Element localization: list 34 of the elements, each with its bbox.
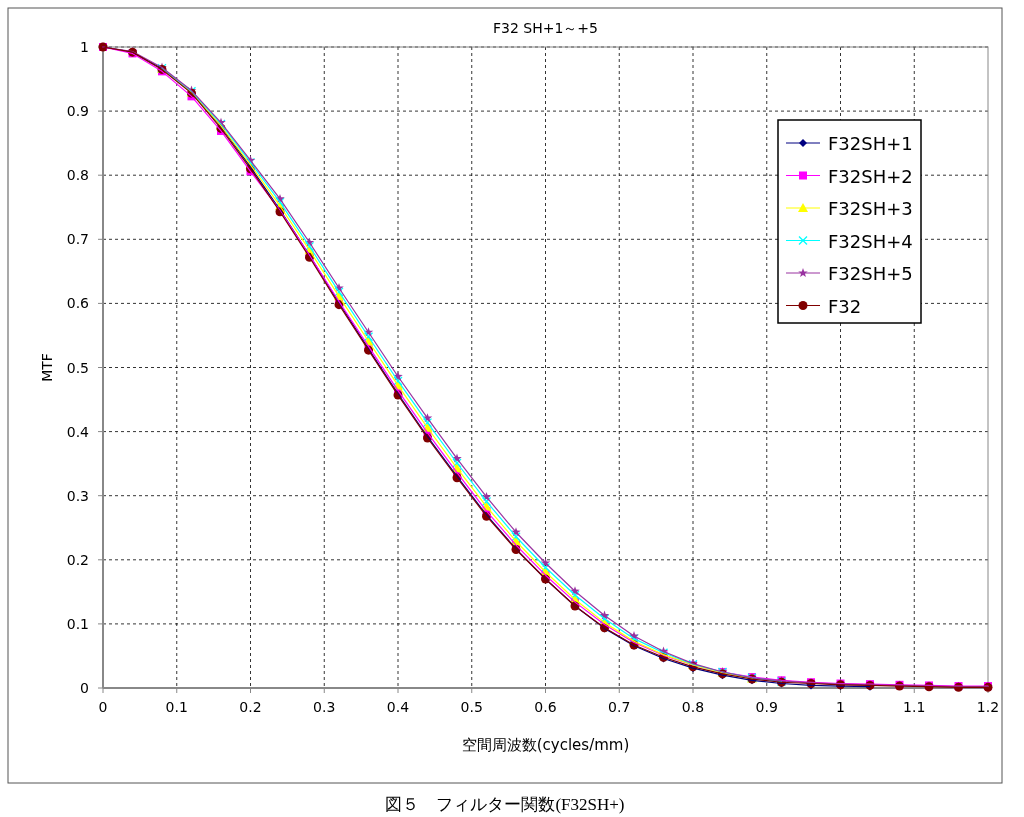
y-tick-label: 0.9 <box>66 103 89 120</box>
x-tick-label: 0.9 <box>755 699 778 715</box>
y-tick-label: 0.5 <box>66 359 89 376</box>
x-tick-label: 0.8 <box>681 699 705 715</box>
y-tick-label: 0.4 <box>66 423 90 440</box>
x-tick-label: 0.6 <box>534 699 557 715</box>
y-tick-label: 0.8 <box>66 167 89 184</box>
x-tick-label: 0.3 <box>313 699 336 715</box>
x-tick-label: 0.5 <box>460 699 483 715</box>
legend-label: F32SH+1 <box>828 133 913 154</box>
legend-label: F32SH+2 <box>828 165 913 187</box>
x-tick-label: 0 <box>98 699 108 715</box>
y-tick-label: 0.2 <box>66 551 89 568</box>
x-tick-label: 1.1 <box>903 699 926 715</box>
x-tick-label: 0.1 <box>165 699 188 715</box>
y-tick-label: 0.3 <box>66 487 89 504</box>
caption: 図５ フィルター関数(F32SH+) <box>385 795 625 814</box>
x-axis-title: 空間周波数(cycles/mm) <box>461 736 630 754</box>
x-tick-label: 1 <box>836 699 845 715</box>
chart-title: F32 SH+1～+5 <box>492 20 599 36</box>
x-tick-label: 0.7 <box>608 699 631 715</box>
y-tick-label: 1 <box>80 39 89 55</box>
y-tick-label: 0.1 <box>66 615 89 632</box>
x-tick-label: 0.2 <box>239 699 262 715</box>
y-tick-label: 0 <box>80 680 89 696</box>
y-axis-title: MTF <box>39 353 55 382</box>
legend-label: F32SH+4 <box>828 230 913 252</box>
x-tick-label: 1.2 <box>976 699 1000 715</box>
x-tick-label: 0.4 <box>386 699 410 715</box>
y-tick-label: 0.7 <box>66 231 89 248</box>
legend-label: F32SH+3 <box>828 198 913 219</box>
y-tick-label: 0.6 <box>66 295 90 312</box>
legend-label: F32 <box>828 295 862 317</box>
legend-label: F32SH+5 <box>828 263 913 284</box>
